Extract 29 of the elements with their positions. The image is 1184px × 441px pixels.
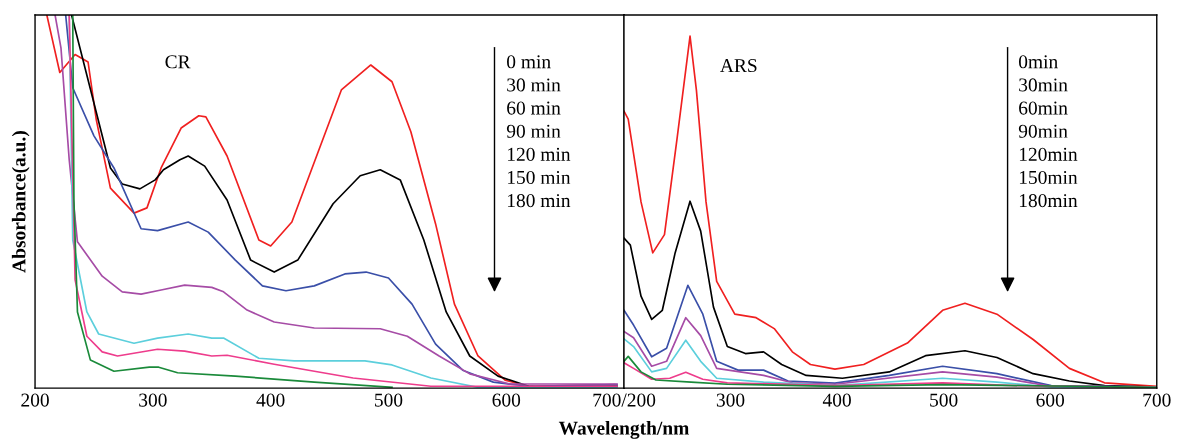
x-tick-label: 400 xyxy=(822,393,851,407)
annotation: 30 min xyxy=(507,78,561,92)
x-tick-label: 500 xyxy=(375,393,403,407)
x-tick-label: 300 xyxy=(716,393,745,407)
annotation: 120min xyxy=(1019,147,1078,161)
x-tick-label: 200 xyxy=(21,393,49,407)
annotation: CR xyxy=(165,55,191,69)
annotation: 60 min xyxy=(507,101,561,115)
annotation: ARS xyxy=(720,59,757,73)
annotation: 150 min xyxy=(507,170,571,185)
x-tick-label: 700/200 xyxy=(593,393,656,407)
x-tick-label: 600 xyxy=(492,393,521,407)
annotation: 30min xyxy=(1019,78,1068,92)
annotation: 120 min xyxy=(507,147,571,161)
annotation: 60min xyxy=(1019,101,1068,115)
annotation: 150min xyxy=(1019,170,1078,185)
annotation: 180min xyxy=(1019,194,1078,208)
annotation: 90min xyxy=(1018,124,1068,138)
x-tick-label: 400 xyxy=(256,393,285,407)
x-axis-title: Wavelength/nm xyxy=(558,421,689,439)
y-axis-title: Absorbance(a.u.) xyxy=(11,131,30,273)
annotation: 0 min xyxy=(507,55,551,69)
x-tick-label: 700 xyxy=(1143,393,1171,407)
x-tick-label: 300 xyxy=(139,393,167,407)
annotation: 180 min xyxy=(507,194,571,208)
x-tick-label: 500 xyxy=(930,393,958,407)
x-tick-label: 600 xyxy=(1036,393,1065,407)
annotation: 90 min xyxy=(506,124,561,138)
annotation: 0min xyxy=(1018,55,1058,69)
